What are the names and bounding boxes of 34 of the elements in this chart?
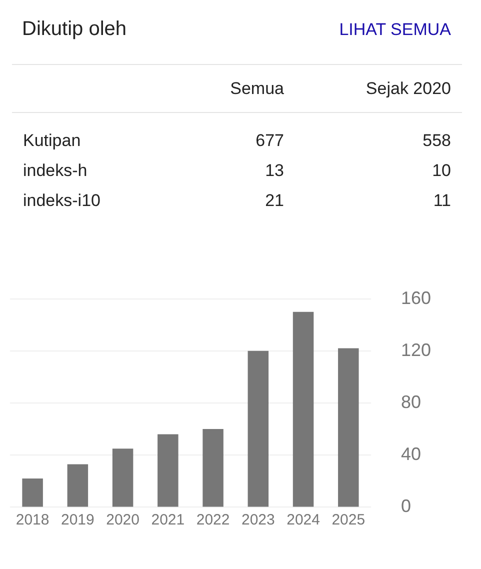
- category-label: Kutipan: [23, 131, 81, 151]
- x-tick-label: 2021: [151, 511, 185, 528]
- text: Sejak 2020: [366, 79, 451, 99]
- bar: [67, 464, 88, 507]
- bar: [112, 448, 134, 507]
- bar: [158, 434, 178, 507]
- category-label: indeks-h: [23, 161, 88, 181]
- data-label: 10: [432, 161, 451, 181]
- y-tick-label: 120: [400, 340, 432, 360]
- x-tick-label: 2024: [286, 511, 320, 528]
- x-tick-label: 2025: [332, 511, 366, 528]
- y-tick-label: 0: [400, 496, 411, 516]
- bar: [338, 348, 359, 507]
- y-tick-label: 80: [400, 392, 421, 412]
- text: Dikutip oleh: [22, 18, 127, 41]
- y-tick-label: 40: [400, 444, 421, 464]
- bar: [202, 429, 224, 507]
- data-label: 21: [265, 191, 284, 211]
- data-label: 11: [433, 191, 451, 211]
- bar: [22, 478, 43, 507]
- data-label: 677: [256, 131, 284, 151]
- x-tick-label: 2020: [106, 511, 140, 528]
- x-tick-label: 2018: [16, 511, 50, 528]
- bar: [248, 350, 269, 507]
- data-label: 13: [265, 161, 284, 181]
- text: Semua: [230, 79, 284, 99]
- x-tick-label: 2022: [196, 511, 230, 528]
- y-tick-label: 160: [400, 288, 432, 308]
- x-tick-label: 2023: [241, 511, 275, 528]
- text: LIHAT SEMUA: [339, 20, 451, 40]
- x-tick-label: 2019: [60, 511, 94, 528]
- category-label: indeks-i10: [23, 191, 100, 211]
- data-label: 558: [422, 131, 451, 151]
- bar: [292, 312, 314, 507]
